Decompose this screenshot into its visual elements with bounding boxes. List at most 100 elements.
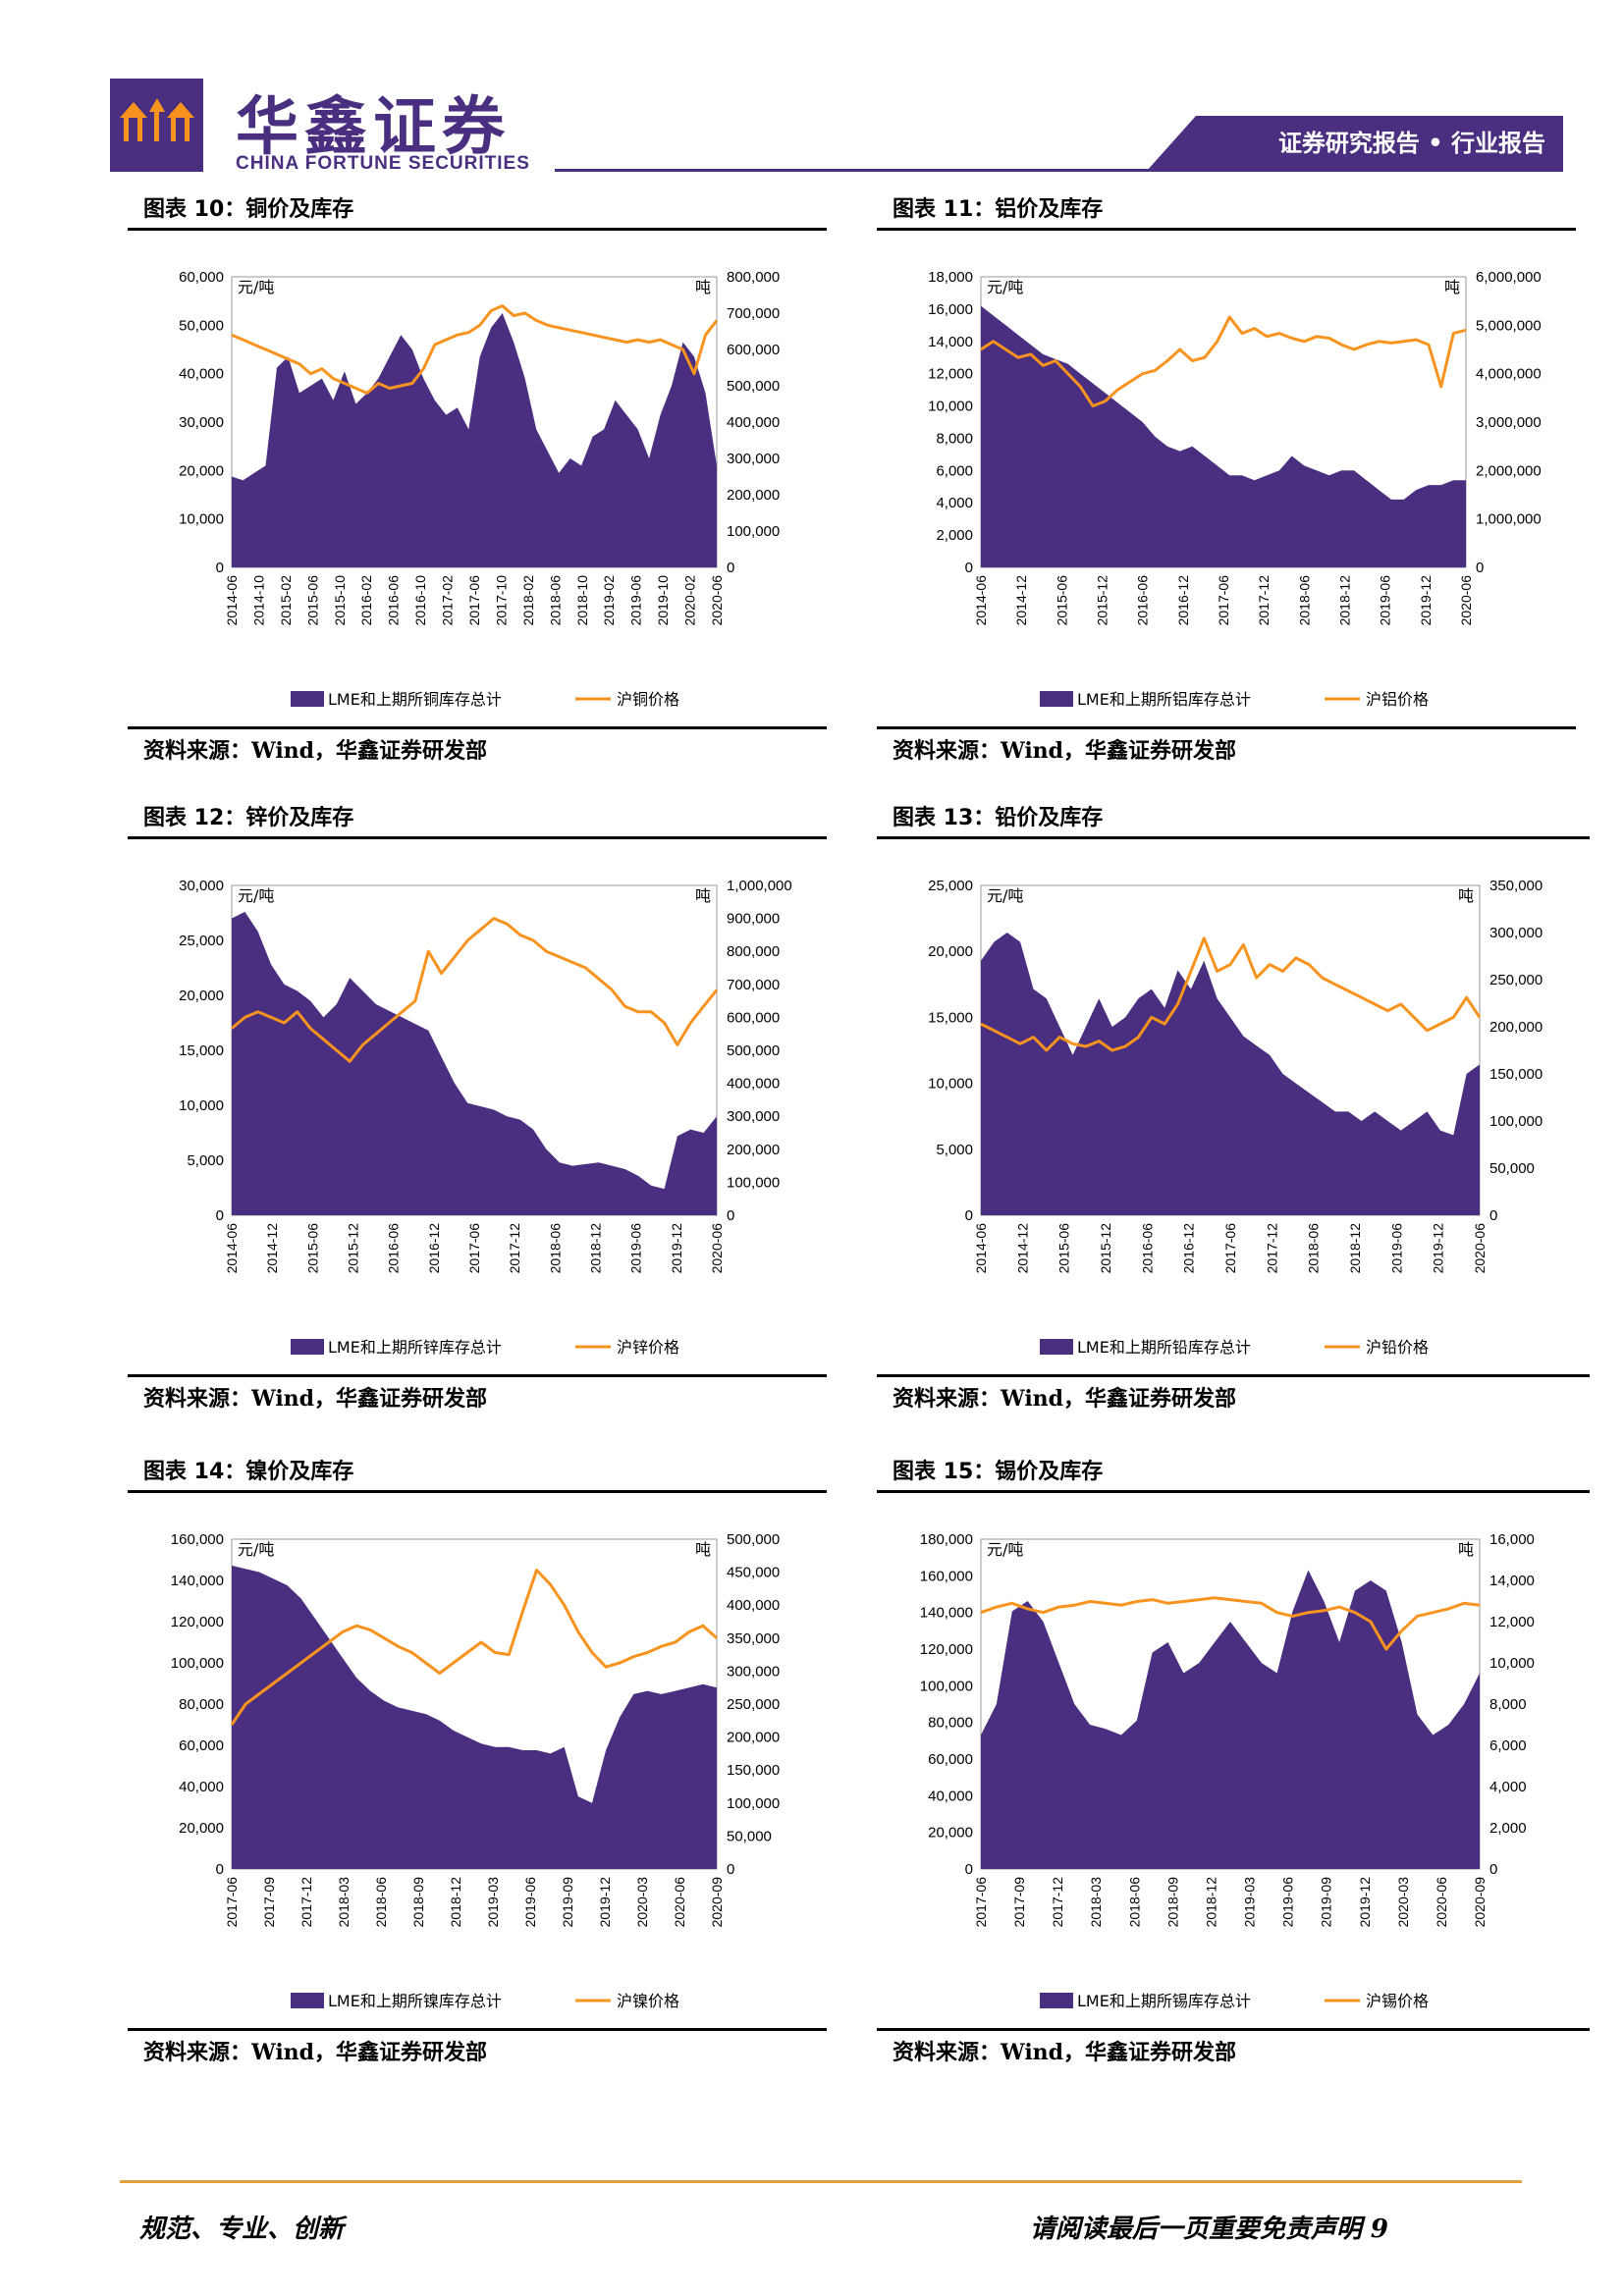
right-tick-label: 250,000 bbox=[1489, 972, 1543, 988]
x-tick-label: 2017-06 bbox=[973, 1877, 989, 1928]
price-line bbox=[980, 936, 1482, 1052]
legend-label-bar: LME和上期所锡库存总计 bbox=[1077, 1992, 1251, 2010]
legend-label-line: 沪锌价格 bbox=[617, 1338, 679, 1357]
x-tick-label: 2017-09 bbox=[1011, 1877, 1027, 1928]
x-tick-label: 2019-12 bbox=[1418, 575, 1434, 626]
x-tick-label: 2017-10 bbox=[493, 575, 509, 626]
x-tick-label: 2017-12 bbox=[507, 1223, 522, 1274]
price-line bbox=[980, 1596, 1481, 1651]
price-line bbox=[980, 315, 1467, 408]
left-tick-label: 0 bbox=[965, 1861, 973, 1878]
left-tick-label: 12,000 bbox=[928, 366, 973, 383]
brand-logo-mark bbox=[110, 79, 203, 172]
price-line bbox=[231, 917, 719, 1063]
left-tick-label: 140,000 bbox=[920, 1605, 973, 1622]
inventory-area bbox=[981, 1570, 1480, 1869]
price-line bbox=[230, 1569, 718, 1726]
right-tick-label: 50,000 bbox=[1489, 1160, 1535, 1177]
brand-logo-icon bbox=[120, 98, 194, 141]
right-tick-label: 300,000 bbox=[727, 1663, 780, 1680]
x-tick-label: 2015-06 bbox=[304, 575, 320, 626]
right-unit-label: 吨 bbox=[695, 1540, 711, 1559]
panel-source: 资料来源：Wind，华鑫证券研发部 bbox=[893, 2040, 1237, 2065]
x-tick-label: 2015-12 bbox=[1098, 1223, 1113, 1274]
left-tick-label: 100,000 bbox=[920, 1678, 973, 1694]
x-tick-label: 2020-06 bbox=[1434, 1877, 1449, 1928]
x-tick-label: 2019-06 bbox=[628, 1223, 644, 1274]
x-tick-label: 2017-12 bbox=[1050, 1877, 1065, 1928]
x-tick-label: 2020-09 bbox=[1472, 1877, 1488, 1928]
x-tick-label: 2018-06 bbox=[1126, 1877, 1142, 1928]
x-tick-label: 2018-12 bbox=[448, 1877, 463, 1928]
inventory-area bbox=[981, 305, 1466, 567]
x-tick-label: 2019-03 bbox=[485, 1877, 501, 1928]
legend-label-bar: LME和上期所铝库存总计 bbox=[1077, 690, 1251, 709]
x-tick-label: 2018-09 bbox=[1164, 1877, 1180, 1928]
x-tick-label: 2016-06 bbox=[1135, 575, 1151, 626]
x-tick-label: 2020-06 bbox=[672, 1877, 687, 1928]
x-tick-label: 2018-03 bbox=[336, 1877, 352, 1928]
x-tick-label: 2015-06 bbox=[304, 1223, 320, 1274]
footer-disclaimer: 请阅读最后一页重要免责声明 9 bbox=[1029, 2215, 1388, 2244]
legend-label-bar: LME和上期所铅库存总计 bbox=[1077, 1338, 1251, 1357]
left-tick-label: 16,000 bbox=[928, 301, 973, 318]
left-tick-label: 30,000 bbox=[179, 878, 224, 894]
right-tick-label: 450,000 bbox=[727, 1565, 780, 1581]
right-tick-label: 150,000 bbox=[1489, 1066, 1543, 1083]
left-unit-label: 元/吨 bbox=[238, 278, 274, 296]
x-tick-label: 2018-10 bbox=[574, 575, 590, 626]
right-tick-label: 400,000 bbox=[727, 414, 780, 431]
left-tick-label: 2,000 bbox=[936, 527, 973, 544]
panel-title: 图表 13：铅价及库存 bbox=[893, 806, 1104, 830]
panel-title: 图表 11：铝价及库存 bbox=[893, 197, 1104, 222]
panel-bottom-rule bbox=[877, 726, 1576, 729]
right-tick-label: 6,000 bbox=[1489, 1737, 1527, 1754]
chart-panel-aluminum: 图表 11：铝价及库存 0 2,000 4,000 6,000 8,000 10,000 1… bbox=[877, 194, 1576, 778]
x-tick-label: 2020-09 bbox=[709, 1877, 725, 1928]
x-tick-label: 2014-12 bbox=[1014, 1223, 1030, 1274]
panel-top-rule bbox=[128, 228, 827, 231]
panel-top-rule bbox=[128, 836, 827, 839]
left-tick-label: 20,000 bbox=[928, 943, 973, 960]
x-tick-label: 2014-06 bbox=[973, 1223, 989, 1274]
x-tick-label: 2016-06 bbox=[386, 1223, 402, 1274]
right-tick-label: 12,000 bbox=[1489, 1614, 1535, 1630]
right-tick-label: 3,000,000 bbox=[1476, 414, 1542, 431]
inventory-area bbox=[232, 911, 717, 1215]
panel-bottom-rule bbox=[877, 2028, 1590, 2031]
left-tick-label: 0 bbox=[965, 560, 973, 576]
left-tick-label: 5,000 bbox=[936, 1142, 973, 1158]
right-unit-label: 吨 bbox=[695, 278, 711, 296]
left-tick-label: 50,000 bbox=[179, 317, 224, 334]
left-tick-label: 180,000 bbox=[920, 1531, 973, 1548]
right-tick-label: 16,000 bbox=[1489, 1531, 1535, 1548]
inventory-area bbox=[981, 933, 1480, 1215]
right-tick-label: 500,000 bbox=[727, 378, 780, 395]
panel-source: 资料来源：Wind，华鑫证券研发部 bbox=[143, 2040, 488, 2065]
brand-name-en: CHINA FORTUNE SECURITIES bbox=[236, 153, 530, 174]
x-tick-label: 2019-06 bbox=[628, 575, 644, 626]
left-tick-label: 0 bbox=[216, 1861, 224, 1878]
right-tick-label: 0 bbox=[1476, 560, 1484, 576]
left-tick-label: 160,000 bbox=[920, 1568, 973, 1584]
right-tick-label: 200,000 bbox=[727, 1142, 780, 1158]
x-tick-label: 2019-06 bbox=[1280, 1877, 1296, 1928]
right-tick-label: 10,000 bbox=[1489, 1655, 1535, 1672]
right-tick-label: 300,000 bbox=[1489, 925, 1543, 941]
x-tick-label: 2018-09 bbox=[410, 1877, 426, 1928]
left-tick-label: 14,000 bbox=[928, 334, 973, 350]
left-tick-label: 40,000 bbox=[179, 1779, 224, 1795]
left-tick-label: 6,000 bbox=[936, 462, 973, 479]
left-unit-label: 元/吨 bbox=[987, 1540, 1023, 1559]
x-tick-label: 2018-12 bbox=[1204, 1877, 1219, 1928]
right-tick-label: 2,000,000 bbox=[1476, 462, 1542, 479]
x-tick-label: 2018-02 bbox=[520, 575, 536, 626]
legend-swatch-bar bbox=[291, 1993, 324, 2008]
left-tick-label: 0 bbox=[216, 560, 224, 576]
left-tick-label: 120,000 bbox=[920, 1641, 973, 1658]
x-tick-label: 2014-06 bbox=[224, 1223, 240, 1274]
right-unit-label: 吨 bbox=[695, 886, 711, 905]
right-tick-label: 500,000 bbox=[727, 1042, 780, 1059]
x-tick-label: 2018-06 bbox=[1306, 1223, 1322, 1274]
x-tick-label: 2018-06 bbox=[547, 1223, 563, 1274]
